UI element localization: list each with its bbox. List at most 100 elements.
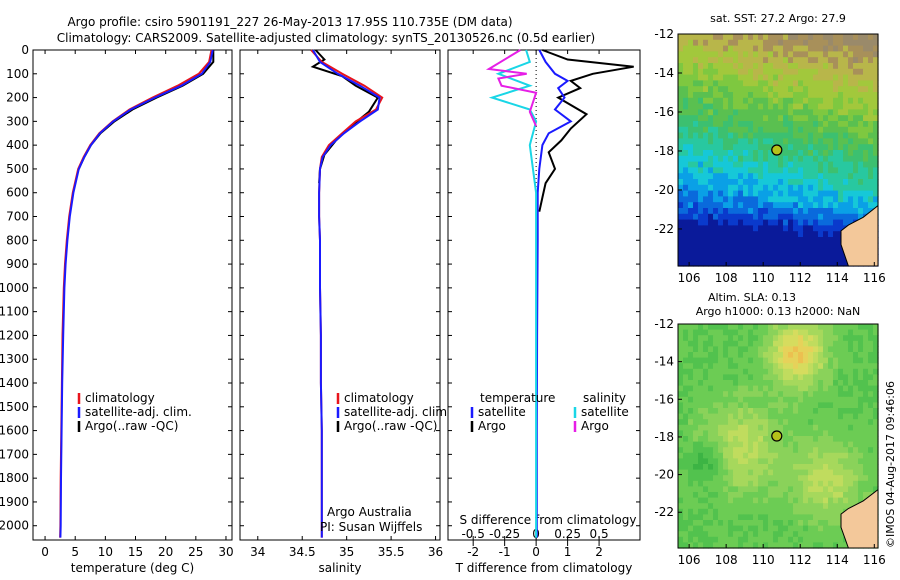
heatmap-cell xyxy=(768,184,774,192)
heatmap-cell xyxy=(678,324,684,331)
heatmap-cell xyxy=(688,213,694,221)
heatmap-cell xyxy=(858,103,864,110)
heatmap-cell xyxy=(788,436,794,443)
heatmap-cell xyxy=(823,475,829,482)
heatmap-cell xyxy=(783,97,789,105)
heatmap-cell xyxy=(763,486,769,493)
heatmap-cell xyxy=(718,45,724,52)
heatmap-cell xyxy=(783,213,789,221)
x-tick-label: 112 xyxy=(789,271,812,285)
heatmap-cell xyxy=(853,492,859,499)
heatmap-cell xyxy=(743,380,749,387)
heatmap-cell xyxy=(718,436,724,443)
heatmap-cell xyxy=(748,231,754,238)
heatmap-cell xyxy=(738,132,744,139)
plot-frame xyxy=(239,49,441,541)
heatmap-cell xyxy=(743,242,749,250)
heatmap-cell xyxy=(778,447,784,454)
heatmap-cell xyxy=(773,121,779,128)
heatmap-cell xyxy=(713,248,719,255)
heatmap-cell xyxy=(793,161,799,168)
heatmap-cell xyxy=(718,542,724,549)
heatmap-cell xyxy=(753,480,759,487)
heatmap-cell xyxy=(763,80,769,87)
heatmap-cell xyxy=(838,63,844,70)
heatmap-cell xyxy=(778,121,784,128)
heatmap-cell xyxy=(758,447,764,454)
heatmap-cell xyxy=(748,469,754,476)
heatmap-cell xyxy=(743,144,749,151)
heatmap-cell xyxy=(688,92,694,99)
heatmap-cell xyxy=(793,458,799,465)
heatmap-cell xyxy=(833,402,839,409)
heatmap-cell xyxy=(763,536,769,543)
heatmap-cell xyxy=(783,436,789,443)
heatmap-cell xyxy=(793,248,799,255)
heatmap-cell xyxy=(823,531,829,538)
heatmap-cell xyxy=(768,167,774,174)
heatmap-cell xyxy=(853,419,859,426)
heatmap-cell xyxy=(873,167,879,174)
heatmap-cell xyxy=(863,63,869,70)
heatmap-cell xyxy=(808,115,814,122)
heatmap-cell xyxy=(693,436,699,443)
heatmap-cell xyxy=(773,184,779,192)
heatmap-cell xyxy=(803,352,809,359)
x-tick-label: 106 xyxy=(678,553,701,567)
heatmap-cell xyxy=(748,391,754,398)
heatmap-cell xyxy=(773,525,779,532)
heatmap-cell xyxy=(723,508,729,515)
heatmap-cell xyxy=(813,63,819,70)
heatmap-cell xyxy=(778,508,784,515)
heatmap-cell xyxy=(728,408,734,415)
heatmap-cell xyxy=(813,486,819,493)
heatmap-cell xyxy=(698,514,704,521)
heatmap-cell xyxy=(753,219,759,226)
heatmap-cell xyxy=(783,536,789,543)
heatmap-cell xyxy=(798,126,804,134)
heatmap-cell xyxy=(698,132,704,139)
heatmap-cell xyxy=(708,413,714,420)
heatmap-cell xyxy=(858,51,864,58)
heatmap-cell xyxy=(768,86,774,93)
heatmap-cell xyxy=(768,97,774,105)
heatmap-cell xyxy=(858,155,864,163)
heatmap-cell xyxy=(823,324,829,331)
legend-label: Argo(..raw -QC) xyxy=(85,419,178,433)
heatmap-cell xyxy=(708,202,714,209)
heatmap-cell xyxy=(783,155,789,163)
heatmap-cell xyxy=(688,132,694,139)
heatmap-cell xyxy=(828,103,834,110)
heatmap-cell xyxy=(733,63,739,70)
heatmap-cell xyxy=(853,63,859,70)
heatmap-cell xyxy=(753,86,759,93)
heatmap-cell xyxy=(713,231,719,238)
heatmap-cell xyxy=(683,208,689,215)
heatmap-cell xyxy=(738,469,744,476)
heatmap-cell xyxy=(698,196,704,203)
heatmap-cell xyxy=(723,436,729,443)
heatmap-cell xyxy=(823,57,829,64)
heatmap-cell xyxy=(833,346,839,353)
heatmap-cell xyxy=(728,144,734,151)
heatmap-cell xyxy=(778,525,784,532)
heatmap-cell xyxy=(693,413,699,420)
heatmap-cell xyxy=(693,480,699,487)
heatmap-cell xyxy=(693,447,699,454)
heatmap-cell xyxy=(688,179,694,186)
heatmap-cell xyxy=(768,531,774,538)
heatmap-cell xyxy=(713,352,719,359)
heatmap-cell xyxy=(873,385,879,392)
heatmap-cell xyxy=(868,97,874,105)
heatmap-cell xyxy=(793,396,799,403)
heatmap-cell xyxy=(768,225,774,232)
heatmap-cell xyxy=(763,497,769,504)
heatmap-cell xyxy=(828,155,834,163)
heatmap-cell xyxy=(738,352,744,359)
heatmap-cell xyxy=(688,219,694,226)
heatmap-cell xyxy=(708,335,714,342)
heatmap-cell xyxy=(778,402,784,409)
heatmap-cell xyxy=(873,86,879,93)
heatmap-cell xyxy=(678,475,684,482)
heatmap-cell xyxy=(783,497,789,504)
